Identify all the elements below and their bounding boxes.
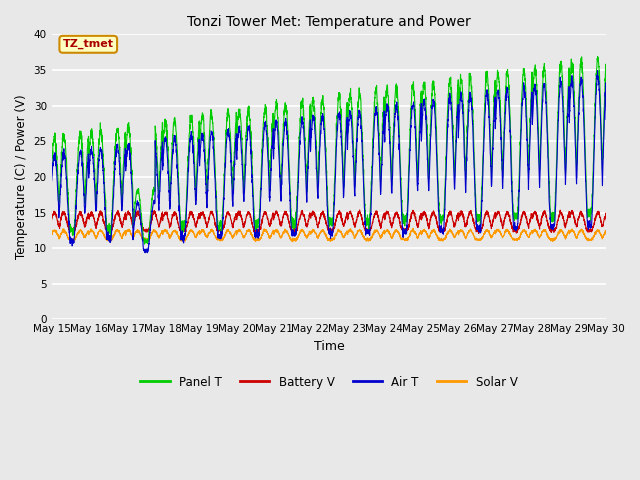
Solar V [550,236,557,241]
Air T [143,250,151,256]
Battery V [383,210,391,216]
Text: TZ_tmet: TZ_tmet [63,39,114,49]
Air T [393,99,401,105]
Solar V [409,226,417,231]
Solar V [602,230,610,236]
Battery V [602,212,610,217]
Air T [594,68,602,73]
Air T [602,117,610,122]
Panel T [48,158,56,164]
Solar V [393,228,401,233]
Panel T [594,54,602,60]
Battery V [356,207,364,213]
Air T [203,201,211,207]
Air T [48,178,56,183]
Air T [602,80,610,85]
Panel T [602,61,610,67]
Solar V [602,228,610,234]
Air T [383,105,391,111]
Battery V [166,221,174,227]
Air T [167,191,175,196]
Battery V [203,221,211,227]
X-axis label: Time: Time [314,340,344,353]
Battery V [48,217,56,223]
Panel T [167,179,175,184]
Line: Air T: Air T [52,71,606,253]
Battery V [393,209,401,215]
Solar V [289,239,296,245]
Line: Solar V: Solar V [52,228,606,242]
Panel T [602,100,610,106]
Panel T [393,83,401,89]
Solar V [166,234,174,240]
Title: Tonzi Tower Met: Temperature and Power: Tonzi Tower Met: Temperature and Power [187,15,471,29]
Solar V [383,227,391,232]
Battery V [475,230,483,236]
Panel T [203,187,211,192]
Line: Panel T: Panel T [52,57,606,244]
Air T [550,225,557,231]
Battery V [602,217,610,223]
Panel T [383,87,391,93]
Solar V [203,233,211,239]
Solar V [48,231,56,237]
Line: Battery V: Battery V [52,210,606,233]
Battery V [550,226,557,232]
Y-axis label: Temperature (C) / Power (V): Temperature (C) / Power (V) [15,95,28,259]
Panel T [141,241,148,247]
Legend: Panel T, Battery V, Air T, Solar V: Panel T, Battery V, Air T, Solar V [136,371,522,393]
Panel T [550,210,557,216]
